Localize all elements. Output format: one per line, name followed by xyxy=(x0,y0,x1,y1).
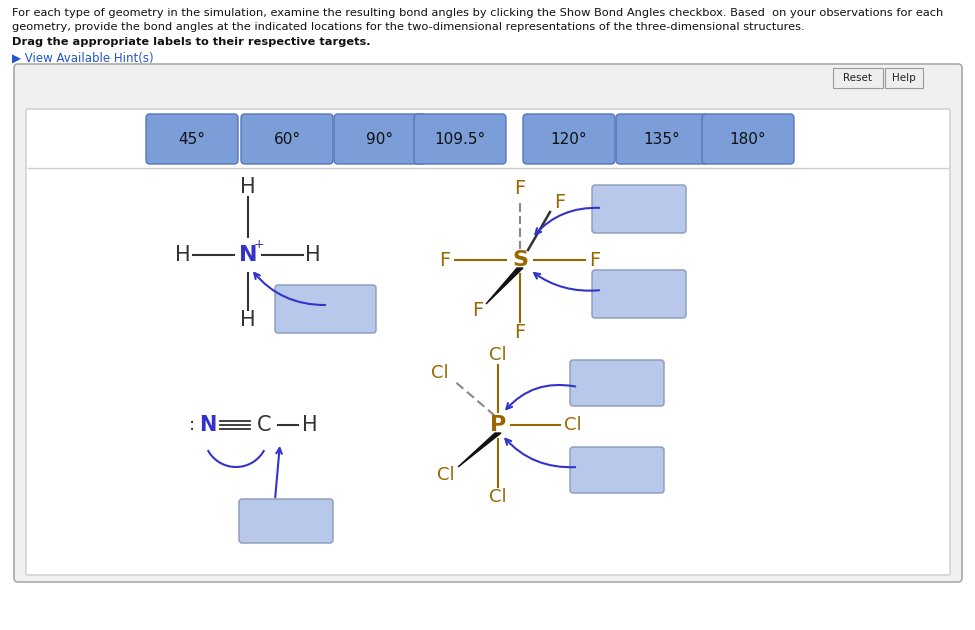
Text: F: F xyxy=(440,251,450,270)
Text: ▶ View Available Hint(s): ▶ View Available Hint(s) xyxy=(12,52,154,65)
FancyBboxPatch shape xyxy=(14,64,962,582)
FancyBboxPatch shape xyxy=(523,114,615,164)
Text: 180°: 180° xyxy=(729,132,766,147)
Text: Cl: Cl xyxy=(437,466,454,484)
Text: Reset: Reset xyxy=(843,73,873,83)
Text: N: N xyxy=(199,415,216,435)
FancyBboxPatch shape xyxy=(702,114,794,164)
FancyBboxPatch shape xyxy=(239,499,333,543)
FancyBboxPatch shape xyxy=(414,114,506,164)
Text: P: P xyxy=(489,415,506,435)
FancyBboxPatch shape xyxy=(26,109,950,575)
Text: F: F xyxy=(472,301,484,319)
FancyBboxPatch shape xyxy=(570,360,664,406)
Text: 60°: 60° xyxy=(273,132,300,147)
Text: F: F xyxy=(515,178,526,197)
Text: S: S xyxy=(512,250,528,270)
Text: 120°: 120° xyxy=(551,132,587,147)
Text: 109.5°: 109.5° xyxy=(435,132,486,147)
Text: +: + xyxy=(254,239,264,251)
Polygon shape xyxy=(486,268,523,304)
Polygon shape xyxy=(458,433,501,467)
Text: geometry, provide the bond angles at the indicated locations for the two-dimensi: geometry, provide the bond angles at the… xyxy=(12,22,804,32)
Text: H: H xyxy=(240,177,255,197)
Text: Cl: Cl xyxy=(431,364,448,382)
Text: H: H xyxy=(302,415,318,435)
Text: Help: Help xyxy=(892,73,916,83)
FancyBboxPatch shape xyxy=(146,114,238,164)
Text: C: C xyxy=(256,415,271,435)
Text: F: F xyxy=(555,193,566,212)
FancyBboxPatch shape xyxy=(241,114,333,164)
Text: Drag the appropriate labels to their respective targets.: Drag the appropriate labels to their res… xyxy=(12,37,370,47)
Text: Cl: Cl xyxy=(489,346,507,364)
Text: Cl: Cl xyxy=(565,416,582,434)
Text: H: H xyxy=(176,245,191,265)
Text: 135°: 135° xyxy=(644,132,681,147)
Text: :: : xyxy=(189,416,195,434)
FancyBboxPatch shape xyxy=(885,68,923,88)
Text: N: N xyxy=(239,245,257,265)
Text: H: H xyxy=(240,310,255,330)
FancyBboxPatch shape xyxy=(334,114,426,164)
Text: F: F xyxy=(515,323,526,341)
FancyBboxPatch shape xyxy=(833,68,883,88)
Text: 45°: 45° xyxy=(178,132,206,147)
Text: 90°: 90° xyxy=(367,132,394,147)
FancyBboxPatch shape xyxy=(592,185,686,233)
Text: F: F xyxy=(589,251,601,270)
Text: For each type of geometry in the simulation, examine the resulting bond angles b: For each type of geometry in the simulat… xyxy=(12,8,943,18)
FancyBboxPatch shape xyxy=(275,285,376,333)
FancyBboxPatch shape xyxy=(570,447,664,493)
Text: H: H xyxy=(305,245,321,265)
FancyBboxPatch shape xyxy=(592,270,686,318)
FancyBboxPatch shape xyxy=(616,114,708,164)
Text: Cl: Cl xyxy=(489,488,507,506)
